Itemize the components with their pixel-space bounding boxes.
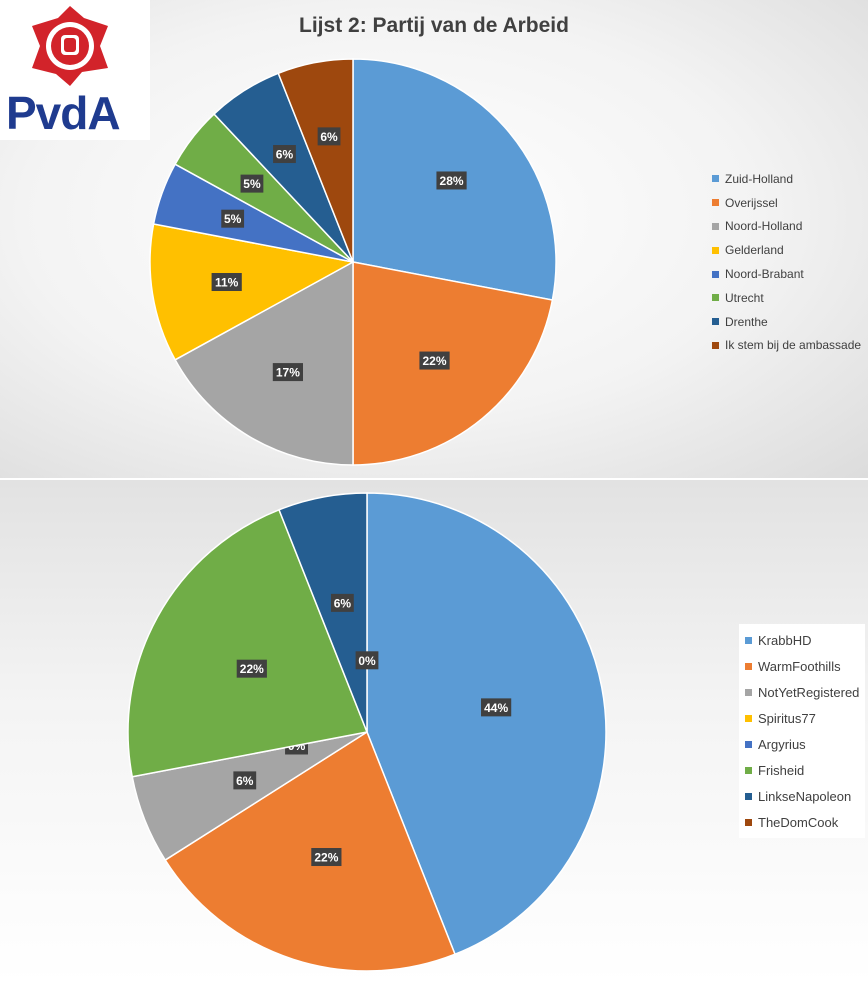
legend-item: Argyrius bbox=[745, 731, 859, 757]
legend-label: Drenthe bbox=[725, 314, 768, 329]
chart-panel-bottom: 44%22%6%0%0%22%6%0% KrabbHDWarmFoothills… bbox=[0, 480, 868, 984]
legend-label: Ik stem bij de ambassade bbox=[725, 338, 862, 353]
slice-label-6: 6% bbox=[273, 145, 296, 164]
legend-label: NotYetRegistered bbox=[758, 684, 860, 700]
pvda-logo: PvdA bbox=[0, 0, 150, 140]
pie-chart-bottom: 44%22%6%0%0%22%6%0% bbox=[127, 492, 607, 972]
legend-swatch bbox=[745, 766, 752, 774]
legend-item: Zuid-Holland bbox=[712, 167, 861, 191]
svg-text:28%: 28% bbox=[440, 174, 464, 188]
chart-panel-top: Lijst 2: Partij van de Arbeid 28% 22% 17% 1… bbox=[0, 0, 868, 478]
legend-label: LinkseNapoleon bbox=[758, 788, 852, 804]
legend-label: Frisheid bbox=[758, 762, 805, 778]
slice-label-5: 22% bbox=[236, 659, 267, 678]
legend-label: Overijssel bbox=[725, 195, 778, 210]
legend-swatch bbox=[712, 222, 719, 230]
legend-item: Overijssel bbox=[712, 191, 861, 215]
pie-slice-3 bbox=[149, 223, 356, 361]
legend-item: NotYetRegistered bbox=[745, 679, 859, 705]
pie-chart-top: 28% 22% 17% 11% 5% 5% 6% 6% bbox=[149, 58, 557, 466]
legend-item: Drenthe bbox=[712, 310, 861, 334]
pie-slice-7 bbox=[277, 58, 354, 263]
svg-text:6%: 6% bbox=[320, 130, 338, 144]
legend-label: Spiritus77 bbox=[758, 710, 816, 726]
svg-text:22%: 22% bbox=[314, 851, 338, 865]
slice-label-5: 5% bbox=[240, 174, 264, 193]
slice-label-1: 22% bbox=[311, 848, 342, 867]
legend-label: Noord-Holland bbox=[725, 219, 803, 234]
legend-label: Utrecht bbox=[725, 290, 764, 305]
svg-text:11%: 11% bbox=[215, 276, 239, 290]
legend-swatch bbox=[712, 341, 719, 349]
slice-label-2: 17% bbox=[272, 363, 303, 382]
svg-text:22%: 22% bbox=[423, 354, 447, 368]
legend-item: Gelderland bbox=[712, 238, 861, 262]
svg-text:5%: 5% bbox=[243, 177, 261, 191]
legend-label: TheDomCook bbox=[758, 814, 839, 830]
svg-text:6%: 6% bbox=[276, 148, 294, 162]
legend-swatch bbox=[712, 318, 719, 326]
legend-label: Argyrius bbox=[758, 736, 806, 752]
legend-item: Frisheid bbox=[745, 757, 859, 783]
svg-text:44%: 44% bbox=[484, 701, 508, 715]
chart-title: Lijst 2: Partij van de Arbeid bbox=[299, 14, 569, 37]
pie-slice-1 bbox=[164, 730, 456, 972]
svg-text:5%: 5% bbox=[224, 212, 242, 226]
legend-swatch bbox=[712, 199, 719, 207]
svg-text:6%: 6% bbox=[236, 774, 254, 788]
legend-swatch bbox=[712, 294, 719, 302]
svg-text:22%: 22% bbox=[240, 662, 264, 676]
legend-item: WarmFoothills bbox=[745, 653, 859, 679]
legend-label: Noord-Brabant bbox=[725, 267, 804, 282]
slice-label-3: 11% bbox=[211, 273, 242, 292]
legend-swatch bbox=[745, 688, 752, 696]
slice-label-0: 44% bbox=[481, 698, 512, 717]
legend-bottom: KrabbHD WarmFoothills NotYetRegistered Spir… bbox=[739, 624, 866, 838]
legend-label: Zuid-Holland bbox=[725, 171, 794, 186]
legend-swatch bbox=[745, 792, 752, 800]
legend-swatch bbox=[712, 270, 719, 278]
pie-slice-5 bbox=[127, 508, 369, 778]
legend-swatch bbox=[745, 636, 752, 644]
pie-slice-0 bbox=[366, 492, 607, 956]
legend-item: LinkseNapoleon bbox=[745, 783, 859, 809]
legend-item: Noord-Brabant bbox=[712, 262, 861, 286]
rose-icon bbox=[32, 6, 108, 86]
legend-label: KrabbHD bbox=[758, 632, 812, 648]
legend-swatch bbox=[712, 246, 719, 254]
pie-slice-6 bbox=[278, 492, 368, 733]
legend-swatch bbox=[745, 818, 752, 826]
slice-label-2: 6% bbox=[233, 771, 257, 790]
logo-text: PvdA bbox=[6, 87, 121, 139]
slice-label-6: 6% bbox=[330, 593, 354, 612]
legend-label: Gelderland bbox=[725, 243, 784, 258]
legend-item: Noord-Holland bbox=[712, 215, 861, 239]
pie-slice-1 bbox=[352, 261, 554, 466]
legend-top: Zuid-Holland Overijssel Noord-Holland Gelde… bbox=[712, 167, 861, 357]
legend-item: Ik stem bij de ambassade bbox=[712, 334, 861, 358]
svg-text:6%: 6% bbox=[334, 596, 352, 610]
pie-slice-2 bbox=[174, 260, 354, 466]
slice-label-7: 0% bbox=[355, 651, 379, 670]
legend-item: Spiritus77 bbox=[745, 705, 859, 731]
svg-text:0%: 0% bbox=[358, 654, 376, 668]
svg-text:17%: 17% bbox=[276, 366, 300, 380]
legend-item: TheDomCook bbox=[745, 809, 859, 835]
legend-swatch bbox=[712, 175, 719, 183]
slice-label-1: 22% bbox=[419, 351, 450, 370]
legend-swatch bbox=[745, 662, 752, 670]
slice-label-0: 28% bbox=[436, 171, 467, 190]
legend-item: KrabbHD bbox=[745, 627, 859, 653]
slice-label-7: 6% bbox=[317, 127, 341, 146]
legend-label: WarmFoothills bbox=[758, 658, 841, 674]
legend-swatch bbox=[745, 740, 752, 748]
legend-swatch bbox=[745, 714, 752, 722]
slice-label-4: 5% bbox=[221, 209, 245, 228]
legend-item: Utrecht bbox=[712, 286, 861, 310]
